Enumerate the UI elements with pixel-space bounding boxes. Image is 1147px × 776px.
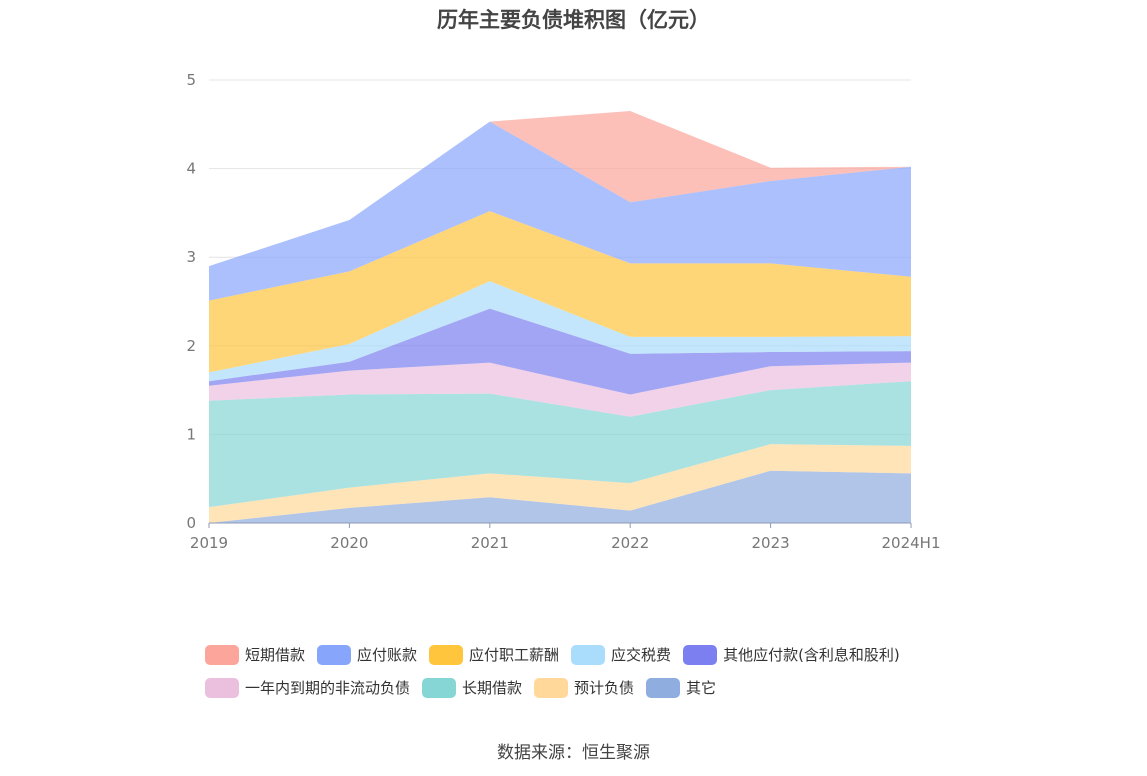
legend-item[interactable]: 应付职工薪酬 bbox=[429, 644, 559, 665]
legend-swatch bbox=[422, 677, 457, 698]
legend-label: 应交税费 bbox=[611, 646, 672, 664]
x-tick-label: 2024H1 bbox=[882, 534, 941, 552]
area-4[interactable] bbox=[209, 308, 911, 395]
area-7[interactable] bbox=[209, 121, 911, 301]
x-tick-label: 2020 bbox=[330, 534, 368, 552]
area-5[interactable] bbox=[209, 281, 911, 382]
legend-swatch bbox=[205, 644, 239, 665]
legend-swatch bbox=[429, 644, 464, 665]
y-tick-label: 1 bbox=[186, 425, 196, 443]
legend-swatch bbox=[205, 677, 239, 698]
y-tick-label: 5 bbox=[186, 71, 196, 89]
legend-item[interactable]: 预计负债 bbox=[534, 677, 634, 698]
area-2[interactable] bbox=[209, 381, 911, 508]
y-tick-label: 4 bbox=[186, 160, 196, 178]
legend-label: 预计负债 bbox=[574, 679, 635, 697]
chart-title: 历年主要负债堆积图（亿元） bbox=[437, 8, 710, 32]
legend-swatch bbox=[646, 677, 681, 698]
legend-label: 应付账款 bbox=[357, 646, 418, 664]
legend-item[interactable]: 应交税费 bbox=[571, 644, 671, 665]
legend-swatch bbox=[683, 644, 718, 665]
area-6[interactable] bbox=[209, 211, 911, 373]
legend-label: 应付职工薪酬 bbox=[469, 646, 560, 664]
y-tick-label: 3 bbox=[186, 248, 196, 266]
y-tick-label: 2 bbox=[186, 337, 196, 355]
legend-item[interactable]: 其他应付款(含利息和股利) bbox=[683, 644, 900, 665]
legend-swatch bbox=[317, 644, 352, 665]
legend-label: 长期借款 bbox=[462, 679, 523, 697]
y-tick-label: 0 bbox=[186, 514, 196, 532]
legend-row: 短期借款 应付账款 应付职工薪酬 应交税费 其他应付款(含利息和股利) bbox=[205, 638, 965, 671]
area-0[interactable] bbox=[209, 470, 911, 523]
legend-swatch bbox=[571, 644, 606, 665]
area-3[interactable] bbox=[209, 362, 911, 417]
legend-item[interactable]: 其它 bbox=[646, 677, 716, 698]
legend-item[interactable]: 长期借款 bbox=[422, 677, 522, 698]
source-note: 数据来源：恒生聚源 bbox=[497, 743, 650, 763]
legend-label: 一年内到期的非流动负债 bbox=[245, 679, 411, 697]
legend-item[interactable]: 应付账款 bbox=[317, 644, 417, 665]
legend-label: 短期借款 bbox=[245, 646, 306, 664]
legend-label: 其它 bbox=[686, 679, 717, 697]
chart-area: 0 1 2 3 4 5 2019 2020 2021 2022 2023 2024H1 bbox=[186, 71, 940, 552]
x-tick-label: 2022 bbox=[611, 534, 649, 552]
x-tick-label: 2023 bbox=[752, 534, 790, 552]
area-1[interactable] bbox=[209, 444, 911, 523]
legend-item[interactable]: 一年内到期的非流动负债 bbox=[205, 677, 410, 698]
legend-row: 一年内到期的非流动负债 长期借款 预计负债 其它 bbox=[205, 671, 965, 704]
area-8[interactable] bbox=[209, 111, 911, 267]
axes: 0 1 2 3 4 5 2019 2020 2021 2022 2023 2024H1 bbox=[186, 71, 940, 552]
legend-swatch bbox=[534, 677, 569, 698]
x-tick-label: 2021 bbox=[471, 534, 509, 552]
legend-item[interactable]: 短期借款 bbox=[205, 644, 305, 665]
area-series bbox=[209, 111, 911, 523]
legend-label: 其他应付款(含利息和股利) bbox=[723, 646, 900, 664]
x-tick-label: 2019 bbox=[190, 534, 228, 552]
legend: 短期借款 应付账款 应付职工薪酬 应交税费 其他应付款(含利息和股利) 一年内到期的非流动… bbox=[205, 638, 965, 704]
